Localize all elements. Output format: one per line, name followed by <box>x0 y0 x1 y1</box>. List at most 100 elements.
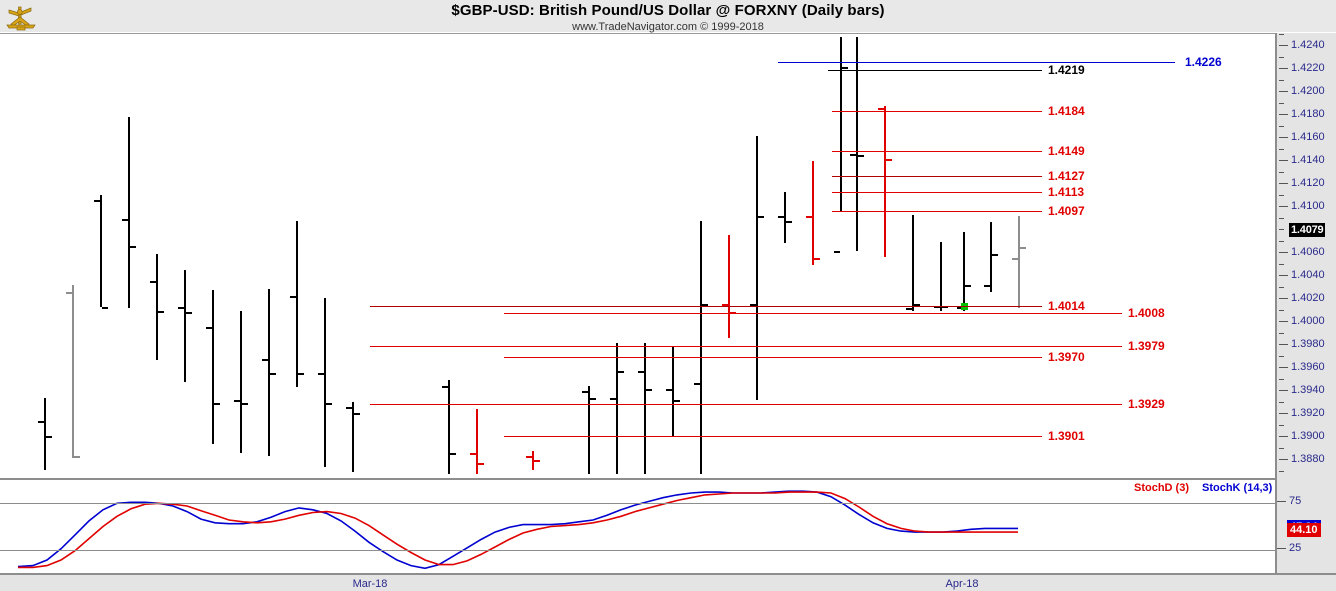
price-axis-minor-tick <box>1279 171 1284 173</box>
bar-range <box>756 135 758 401</box>
price-axis-minor-tick <box>1279 79 1284 81</box>
bar-open-tick <box>722 303 728 306</box>
price-level-label: 1.4113 <box>1048 185 1085 200</box>
bar-range <box>212 290 214 445</box>
page-title: $GBP-USD: British Pound/US Dollar @ FORX… <box>451 2 885 19</box>
bar-close-tick <box>478 462 484 465</box>
bar-open-tick <box>834 250 840 253</box>
price-axis-tick <box>1279 68 1288 70</box>
price-level-line[interactable] <box>832 150 1042 152</box>
bar-open-tick <box>610 398 616 401</box>
price-chart-pane[interactable]: 1.4226 1.4219 1.4184 1.4149 1.4127 1.4113 1.40… <box>0 33 1275 511</box>
stochastic-axis-tick <box>1277 547 1286 549</box>
price-axis-tick <box>1279 252 1288 254</box>
bar-open-tick <box>1012 257 1018 260</box>
stochastic-legend-item: StochD (3) <box>1134 482 1189 494</box>
bar-open-tick <box>262 359 268 362</box>
price-level-line[interactable] <box>504 313 1122 315</box>
bar-open-tick <box>984 285 990 288</box>
bar-range <box>352 401 354 472</box>
price-axis-label: 1.4100 <box>1291 200 1325 213</box>
price-axis[interactable]: 1.4240 1.4220 1.4200 1.4180 1.4160 1.4140 1.41… <box>1275 33 1336 573</box>
price-level-line[interactable] <box>370 346 1122 348</box>
bar-range <box>156 254 158 361</box>
bar-close-tick <box>646 388 652 391</box>
chart-header: $GBP-USD: British Pound/US Dollar @ FORX… <box>0 0 1336 33</box>
price-level-line[interactable] <box>504 436 1042 438</box>
bar-open-tick <box>957 307 963 310</box>
price-axis-label: 1.4040 <box>1291 269 1325 282</box>
price-axis-tick <box>1279 114 1288 116</box>
price-level-label: 1.3929 <box>1128 396 1165 411</box>
bar-range <box>784 192 786 243</box>
bar-range <box>644 342 646 475</box>
bar-close-tick <box>730 311 736 314</box>
price-axis-label: 1.4160 <box>1291 131 1325 144</box>
bar-range <box>700 220 702 475</box>
bar-open-tick <box>442 385 448 388</box>
stochastic-axis-tick <box>1277 501 1286 503</box>
bar-close-tick <box>74 455 80 458</box>
price-level-line[interactable] <box>828 70 1042 72</box>
bar-open-tick <box>206 326 212 329</box>
bar-close-tick <box>242 402 248 405</box>
bar-close-tick <box>965 285 971 288</box>
price-level-label: 1.4014 <box>1048 299 1085 314</box>
price-axis-tick <box>1279 413 1288 415</box>
price-axis-tick <box>1279 298 1288 300</box>
price-axis-label: 1.4000 <box>1291 315 1325 328</box>
price-axis-tick <box>1279 160 1288 162</box>
price-axis-label: 1.4140 <box>1291 154 1325 167</box>
bar-close-tick <box>534 460 540 463</box>
bar-close-tick <box>914 303 920 306</box>
bar-range <box>616 342 618 475</box>
price-axis-minor-tick <box>1279 424 1284 426</box>
price-axis-minor-tick <box>1279 148 1284 150</box>
price-axis-minor-tick <box>1279 470 1284 472</box>
price-level-line[interactable] <box>832 210 1042 212</box>
price-axis-tick <box>1279 275 1288 277</box>
stochastic-value-badge: 44.10 <box>1287 522 1321 537</box>
price-level-label: 1.4226 <box>1185 55 1222 70</box>
bar-range <box>128 117 130 309</box>
stochastic-line <box>17 490 1018 570</box>
price-axis-tick <box>1279 45 1288 47</box>
bar-range <box>812 161 814 265</box>
bar-open-tick <box>638 370 644 373</box>
date-axis-label: Apr-18 <box>945 578 979 590</box>
price-level-line[interactable] <box>370 306 1042 308</box>
bar-open-tick <box>878 108 884 111</box>
price-level-line[interactable] <box>504 356 1042 358</box>
price-level-line[interactable] <box>370 403 1122 405</box>
bar-close-tick <box>618 370 624 373</box>
stochastic-legend-item: StochK (14,3) <box>1202 482 1273 494</box>
bar-close-tick <box>758 216 764 219</box>
price-axis-minor-tick <box>1279 125 1284 127</box>
price-axis-minor-tick <box>1279 378 1284 380</box>
price-axis-minor-tick <box>1279 102 1284 104</box>
bar-open-tick <box>526 455 532 458</box>
price-axis-minor-tick <box>1279 286 1284 288</box>
price-level-line[interactable] <box>832 192 1042 194</box>
bar-open-tick <box>290 295 296 298</box>
bar-range <box>840 36 842 212</box>
bar-close-tick <box>186 311 192 314</box>
date-axis-label: Mar-18 <box>352 578 388 590</box>
bar-open-tick <box>470 453 476 456</box>
price-level-label: 1.4097 <box>1048 203 1085 218</box>
bar-close-tick <box>992 254 998 257</box>
price-axis-minor-tick <box>1279 309 1284 311</box>
bar-open-tick <box>666 388 672 391</box>
stochastic-pane[interactable]: StochD (3) StochK (14,3) <box>0 478 1275 573</box>
price-level-line[interactable] <box>778 62 1175 64</box>
bar-range <box>856 36 858 251</box>
price-level-line[interactable] <box>832 176 1042 178</box>
price-axis-tick <box>1279 459 1288 461</box>
price-axis-label: 1.3940 <box>1291 384 1325 397</box>
price-axis-minor-tick <box>1279 263 1284 265</box>
price-axis-minor-tick <box>1279 355 1284 357</box>
price-level-line[interactable] <box>832 110 1042 112</box>
bar-range <box>940 241 942 311</box>
price-axis-tick <box>1279 183 1288 185</box>
